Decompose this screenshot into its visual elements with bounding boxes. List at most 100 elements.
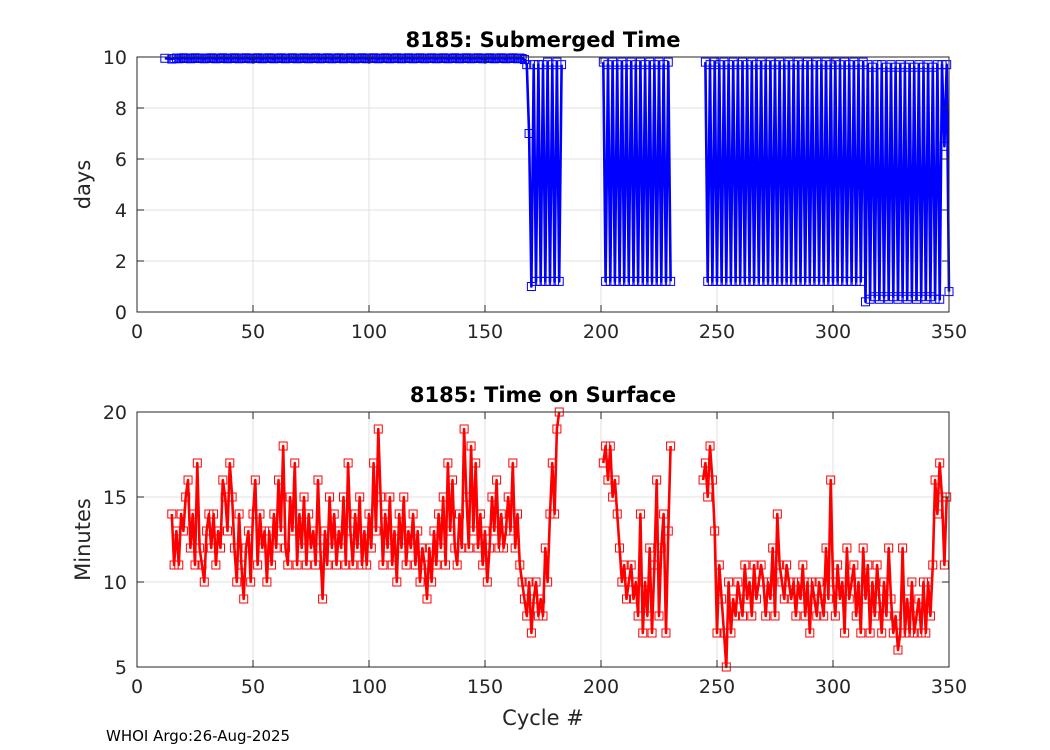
data-point-marker [645, 543, 655, 553]
data-point-marker [380, 509, 390, 519]
data-point-marker [343, 54, 353, 64]
data-point-marker [802, 577, 812, 587]
data-point-marker [489, 54, 499, 64]
data-point-marker [332, 560, 342, 570]
data-point-marker [638, 628, 648, 638]
chart-title: 8185: Submerged Time [405, 28, 680, 52]
data-point-marker [656, 543, 666, 553]
data-point-marker [183, 53, 193, 63]
data-point-marker [359, 53, 369, 63]
data-point-marker [232, 577, 242, 587]
data-point-marker [823, 276, 833, 286]
data-point-marker [663, 57, 673, 67]
x-tick-label: 300 [815, 676, 851, 698]
data-point-marker [649, 60, 659, 70]
data-point-marker [717, 276, 727, 286]
data-point-marker [322, 560, 332, 570]
y-axis-label: days [71, 160, 95, 210]
data-point-marker [633, 276, 643, 286]
data-point-marker [538, 60, 548, 70]
data-point-marker [895, 628, 905, 638]
data-point-marker [605, 441, 615, 451]
data-point-marker [872, 560, 882, 570]
data-point-marker [902, 594, 912, 604]
data-point-marker [378, 54, 388, 64]
data-point-marker [895, 60, 905, 70]
data-point-marker [508, 458, 518, 468]
data-point-marker [835, 60, 845, 70]
data-point-marker [287, 53, 297, 63]
data-point-marker [318, 594, 328, 604]
data-point-marker [538, 611, 548, 621]
data-point-marker [789, 577, 799, 587]
data-point-marker [601, 276, 611, 286]
data-point-marker [819, 611, 829, 621]
data-point-marker [812, 611, 822, 621]
data-point-marker [916, 292, 926, 302]
data-point-marker [631, 577, 641, 587]
data-point-marker [612, 509, 622, 519]
data-point-marker [860, 297, 870, 307]
data-point-marker [867, 577, 877, 587]
data-point-marker [942, 60, 952, 70]
data-point-marker [807, 577, 817, 587]
data-point-marker [420, 560, 430, 570]
data-point-marker [914, 60, 924, 70]
data-point-marker [823, 594, 833, 604]
data-point-marker [403, 53, 413, 63]
data-point-marker [243, 526, 253, 536]
data-point-marker [777, 276, 787, 286]
data-point-marker [408, 54, 418, 64]
data-point-marker [754, 577, 764, 587]
data-point-marker [912, 611, 922, 621]
data-point-marker [304, 509, 314, 519]
data-point-marker [269, 54, 279, 64]
data-point-marker [246, 54, 256, 64]
data-point-marker [452, 560, 462, 570]
data-point-marker [545, 509, 555, 519]
data-point-marker [605, 276, 615, 286]
data-point-marker [909, 62, 919, 72]
data-point-marker [661, 276, 671, 286]
data-point-marker [311, 53, 321, 63]
data-point-marker [707, 475, 717, 485]
data-point-marker [524, 577, 534, 587]
data-point-marker [202, 526, 212, 536]
data-point-marker [468, 53, 478, 63]
data-point-marker [167, 509, 177, 519]
data-point-marker [624, 276, 634, 286]
data-point-marker [854, 60, 864, 70]
data-point-marker [195, 543, 205, 553]
data-point-marker [939, 141, 949, 151]
data-point-marker [299, 492, 309, 502]
data-point-marker [835, 594, 845, 604]
data-point-marker [271, 543, 281, 553]
data-point-marker [297, 543, 307, 553]
data-point-marker [615, 543, 625, 553]
data-point-marker [366, 543, 376, 553]
data-point-marker [642, 611, 652, 621]
data-point-marker [508, 53, 518, 63]
data-point-marker [526, 628, 536, 638]
data-point-marker [315, 54, 325, 64]
data-point-marker [512, 54, 522, 64]
x-axis-label: Cycle # [502, 706, 584, 730]
data-point-marker [751, 594, 761, 604]
data-point-marker [761, 60, 771, 70]
data-point-marker [406, 53, 416, 63]
data-point-marker [276, 53, 286, 63]
x-tick-label: 0 [131, 321, 143, 343]
data-point-marker [401, 54, 411, 64]
data-point-marker [726, 628, 736, 638]
data-point-marker [299, 53, 309, 63]
data-point-marker [320, 54, 330, 64]
data-point-marker [552, 57, 562, 67]
data-point-marker [487, 492, 497, 502]
data-point-marker [649, 560, 659, 570]
data-point-marker [371, 526, 381, 536]
data-point-marker [770, 611, 780, 621]
data-point-marker [457, 543, 467, 553]
data-point-marker [619, 560, 629, 570]
data-point-marker [733, 60, 743, 70]
data-point-marker [598, 57, 608, 67]
